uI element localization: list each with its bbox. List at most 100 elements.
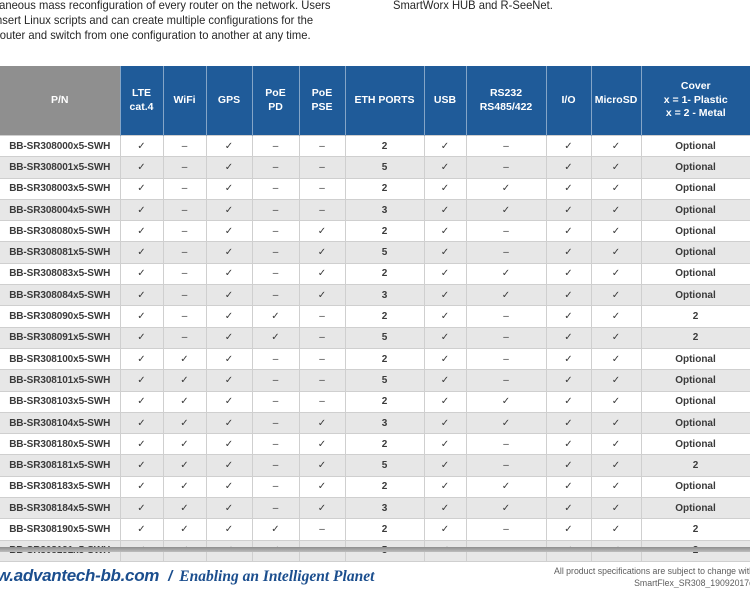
cell-io: ✓ [545,411,592,435]
cell-rs232: ✓ [465,177,547,200]
table-row: BB-SR308080x5-SWH ✓ – ✓ – ✓ 2 ✓ – ✓ ✓ Optional [0,220,750,243]
cell-gps: ✓ [205,475,253,499]
cell-poe_pse: ✓ [298,411,346,435]
table-row: BB-SR308103x5-SWH ✓ ✓ ✓ – –2 ✓ ✓ ✓ ✓ Optional [0,390,750,413]
table-row: BB-SR308184x5-SWH ✓ ✓ ✓ – ✓ 3 ✓ ✓ ✓ ✓ Optional [0,497,750,520]
cell-io: ✓ [545,433,592,456]
cell-poe_pd: – [251,347,300,371]
cell-gps: ✓ [205,454,253,477]
cell-eth_ports: 3 [344,497,425,520]
cell-eth_ports: 5 [344,454,425,477]
cell-pn: BB-SR308103x5-SWH [0,390,121,413]
cell-eth_ports: 3 [344,198,425,222]
cell-pn: BB-SR308184x5-SWH [0,497,121,520]
cell-pn: BB-SR308083x5-SWH [0,262,121,286]
col-header-poe-pd: PoE PD [251,66,299,136]
cell-cover: Optional [640,433,750,456]
cell-lte: ✓ [119,134,164,158]
cell-io: ✓ [545,134,592,158]
cell-usb: ✓ [423,177,467,200]
cell-microsd: ✓ [590,262,642,286]
cell-pn: BB-SR308181x5-SWH [0,454,121,477]
cell-lte: ✓ [119,198,164,222]
cell-poe_pd: – [251,198,300,222]
cell-io: ✓ [545,262,592,286]
cell-io: ✓ [545,305,592,328]
cell-gps: ✓ [205,198,253,222]
cell-wifi: ✓ [162,347,207,371]
cell-poe_pd: – [251,177,300,200]
cell-eth_ports: 2 [344,134,425,158]
table-row: BB-SR308000x5-SWH ✓ – ✓ – –2 ✓ – ✓ ✓ Optional [0,134,750,158]
footer-branding: w.advantech-bb.com / Enabling an Intellige… [0,566,374,586]
cell-rs232: ✓ [465,284,547,307]
cell-wifi: – [162,305,207,328]
cell-microsd: ✓ [590,326,642,349]
cell-lte: ✓ [119,369,164,392]
cell-cover: Optional [640,134,750,158]
cell-gps: ✓ [205,134,253,158]
cell-lte: ✓ [119,454,164,477]
cell-poe_pd: – [251,220,300,243]
cell-usb: ✓ [423,390,467,413]
cell-poe_pd: – [251,411,300,435]
cell-microsd: ✓ [590,433,642,456]
cell-poe_pse: – [298,134,346,158]
cell-io: ✓ [545,497,592,520]
cell-io: ✓ [545,326,592,349]
cell-poe_pd: – [251,262,300,286]
cell-wifi: ✓ [162,518,207,541]
cell-eth_ports: 2 [344,305,425,328]
cell-lte: ✓ [119,475,164,499]
table-row: BB-SR308090x5-SWH ✓ – ✓ ✓ –2 ✓ – ✓ ✓ 2 [0,305,750,328]
cell-cover: 2 [640,518,750,541]
header-row: P/N LTE cat.4 WiFi GPS PoE PD PoE PSE ET… [0,66,750,136]
cell-microsd: ✓ [590,518,642,541]
cell-poe_pd: – [251,497,300,520]
cell-wifi: – [162,326,207,349]
cell-wifi: – [162,198,207,222]
cell-gps: ✓ [205,411,253,435]
table-row: BB-SR308081x5-SWH ✓ – ✓ – ✓ 5 ✓ – ✓ ✓ Optional [0,241,750,264]
intro-paragraph-right: SmartWorx HUB and R-SeeNet. [393,0,553,13]
cell-rs232: – [465,347,547,371]
footer-website: w.advantech-bb.com [0,566,160,585]
cell-cover: Optional [640,411,750,435]
cell-gps: ✓ [205,241,253,264]
cell-poe_pd: – [251,241,300,264]
cell-rs232: ✓ [465,497,547,520]
cell-lte: ✓ [119,305,164,328]
cell-poe_pse: – [298,198,346,222]
cell-eth_ports: 2 [344,518,425,541]
cell-wifi: – [162,262,207,286]
cell-eth_ports: 2 [344,220,425,243]
cell-io: ✓ [545,475,592,499]
cell-gps: ✓ [205,369,253,392]
cell-gps: ✓ [205,262,253,286]
cell-poe_pse: ✓ [298,475,346,499]
cell-microsd: ✓ [590,369,642,392]
cell-eth_ports: 5 [344,369,425,392]
cell-microsd: ✓ [590,347,642,371]
cell-poe_pse: – [298,390,346,413]
cell-io: ✓ [545,177,592,200]
spec-table-body: BB-SR308000x5-SWH ✓ – ✓ – –2 ✓ – ✓ ✓ Optional BB-SR… [0,134,750,562]
cell-microsd: ✓ [590,497,642,520]
cell-poe_pse: ✓ [298,454,346,477]
cell-usb: ✓ [423,326,467,349]
cell-wifi: – [162,177,207,200]
cell-pn: BB-SR308081x5-SWH [0,241,121,264]
cell-cover: Optional [640,347,750,371]
col-header-wifi: WiFi [162,66,206,136]
cell-poe_pse: – [298,518,346,541]
cell-eth_ports: 2 [344,390,425,413]
cell-poe_pse: ✓ [298,262,346,286]
intro-line: nsert Linux scripts and can create multi… [0,13,314,28]
cell-io: ✓ [545,156,592,179]
spec-table: P/N LTE cat.4 WiFi GPS PoE PD PoE PSE ET… [0,66,750,562]
cell-cover: Optional [640,475,750,499]
cell-wifi: ✓ [162,454,207,477]
cell-wifi: – [162,241,207,264]
cell-io: ✓ [545,241,592,264]
